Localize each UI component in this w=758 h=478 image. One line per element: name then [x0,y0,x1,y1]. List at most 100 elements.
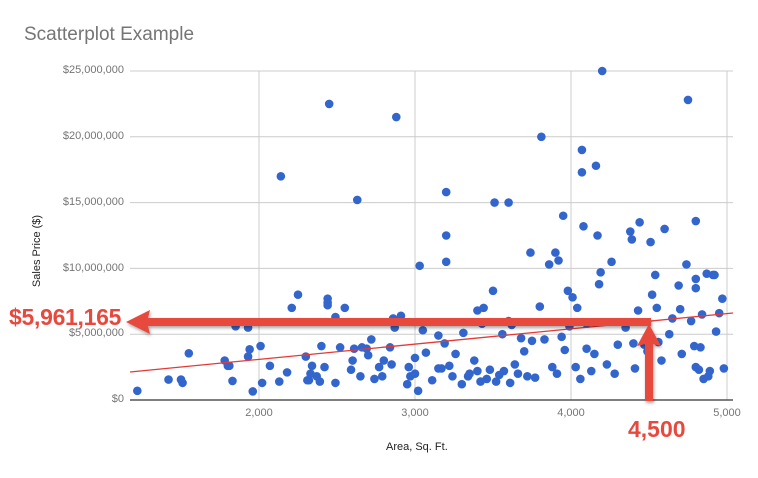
data-point [441,187,451,197]
data-point [391,112,401,122]
data-point [402,379,412,389]
data-point [282,368,292,377]
data-point [646,237,655,247]
data-point [593,231,602,240]
data-point [245,345,254,354]
y-tick-15m: $15,000,000 [62,196,124,208]
data-point [363,350,373,360]
data-point [652,303,662,313]
data-point [178,378,187,388]
data-point [535,302,545,311]
data-point [523,372,532,381]
data-point [377,372,387,381]
annotation-price-label: $5,961,165 [9,304,122,330]
data-point [710,270,719,280]
data-point [499,366,509,376]
data-point [348,356,357,365]
data-point [504,198,513,207]
data-point [675,304,685,314]
data-point [434,331,443,340]
data-point [445,361,454,371]
data-point [576,374,585,384]
data-point [491,377,501,386]
data-point [558,211,568,221]
data-point [691,283,701,293]
data-point [421,348,431,357]
y-tick-25m: $25,000,000 [62,64,124,76]
data-point [356,372,365,381]
data-point [582,344,591,353]
data-point [404,362,414,372]
data-point [596,268,605,277]
data-point [482,374,492,384]
data-point [683,95,693,105]
data-point [557,332,566,342]
data-point [346,365,356,375]
data-point [257,378,267,388]
data-point [349,344,359,353]
data-point [374,362,384,372]
data-point [413,386,423,396]
data-point [590,349,599,359]
data-point [613,340,623,350]
data-point [396,311,406,321]
data-point [324,99,334,109]
data-point [451,349,460,359]
x-tick-5000: 5,000 [713,407,741,419]
data-point [485,365,495,375]
data-point [664,329,674,339]
data-point [551,248,560,257]
data-point [469,356,479,365]
data-point [317,341,326,351]
data-point [256,341,265,351]
data-point [577,168,587,177]
data-point [164,375,173,384]
data-point [323,300,332,310]
data-point [682,260,691,269]
data-point [572,303,582,313]
data-point [441,231,451,240]
data-point [248,387,258,396]
data-point [647,290,657,300]
y-tick-0: $0 [111,393,124,405]
data-point [340,303,350,313]
data-point [488,286,498,296]
data-point [577,145,587,155]
data-point [718,294,727,303]
data-point [526,248,535,257]
data-point [544,260,554,269]
data-point [320,362,329,372]
data-point [473,366,482,376]
data-point [547,362,557,372]
data-point [719,364,729,373]
data-point [714,308,724,318]
data-point [691,216,701,226]
data-point [427,375,437,385]
data-point [228,376,237,386]
data-point [418,325,428,335]
data-point [287,303,297,313]
data-point [552,369,562,378]
data-point [635,218,644,227]
data-point [633,306,643,315]
data-point [586,366,596,376]
x-tick-4000: 4,000 [557,407,585,419]
data-point [625,227,635,236]
data-point [660,224,669,234]
data-point [459,328,468,338]
data-point [457,379,467,389]
data-point [465,369,474,378]
data-point [415,261,424,271]
data-point [540,335,549,344]
data-point [184,348,194,358]
data-point [490,198,499,207]
data-point [307,361,317,371]
data-point [627,235,637,244]
data-point [370,374,379,384]
data-point [133,386,142,396]
data-point [516,333,526,343]
data-point [387,360,396,369]
data-point [385,343,395,352]
data-point [301,352,311,361]
